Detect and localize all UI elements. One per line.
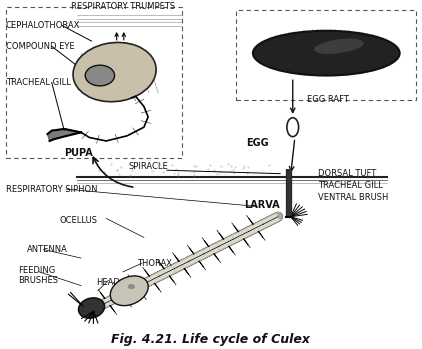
Text: SPIRACLE: SPIRACLE — [128, 162, 168, 171]
Polygon shape — [48, 129, 81, 141]
Bar — [236, 10, 417, 99]
Text: EGG RAFT: EGG RAFT — [307, 95, 349, 104]
Text: ANTENNA: ANTENNA — [27, 245, 68, 254]
Text: COMPOUND EYE: COMPOUND EYE — [5, 42, 74, 51]
Ellipse shape — [287, 118, 299, 137]
Ellipse shape — [128, 285, 135, 289]
Text: TRACHEAL GILL: TRACHEAL GILL — [5, 78, 70, 87]
Text: TRACHEAL GILL: TRACHEAL GILL — [318, 181, 383, 190]
Ellipse shape — [128, 285, 135, 289]
Ellipse shape — [78, 298, 105, 318]
Text: RESPIRATORY SIPHON: RESPIRATORY SIPHON — [5, 185, 97, 194]
Text: DORSAL TUFT: DORSAL TUFT — [318, 169, 376, 178]
Text: Fig. 4.21. Life cycle of Culex: Fig. 4.21. Life cycle of Culex — [111, 333, 311, 346]
Text: FEEDING
BRUSHES: FEEDING BRUSHES — [18, 266, 58, 285]
Ellipse shape — [85, 65, 115, 86]
Ellipse shape — [253, 31, 400, 75]
Text: HEAD: HEAD — [96, 278, 120, 287]
Ellipse shape — [314, 39, 364, 54]
Text: THORAX: THORAX — [137, 259, 172, 268]
Ellipse shape — [110, 276, 148, 306]
Text: LARVA: LARVA — [244, 200, 280, 210]
Text: EGG: EGG — [246, 138, 268, 148]
Text: PUPA: PUPA — [65, 148, 93, 158]
Text: RESPIRATORY TRUMPETS: RESPIRATORY TRUMPETS — [71, 2, 175, 11]
Bar — [5, 7, 181, 158]
Text: CEPHALOTHORAX: CEPHALOTHORAX — [5, 21, 80, 30]
Ellipse shape — [128, 285, 135, 289]
Ellipse shape — [73, 43, 156, 102]
Text: OCELLUS: OCELLUS — [60, 216, 98, 225]
Text: VENTRAL BRUSH: VENTRAL BRUSH — [318, 193, 388, 202]
